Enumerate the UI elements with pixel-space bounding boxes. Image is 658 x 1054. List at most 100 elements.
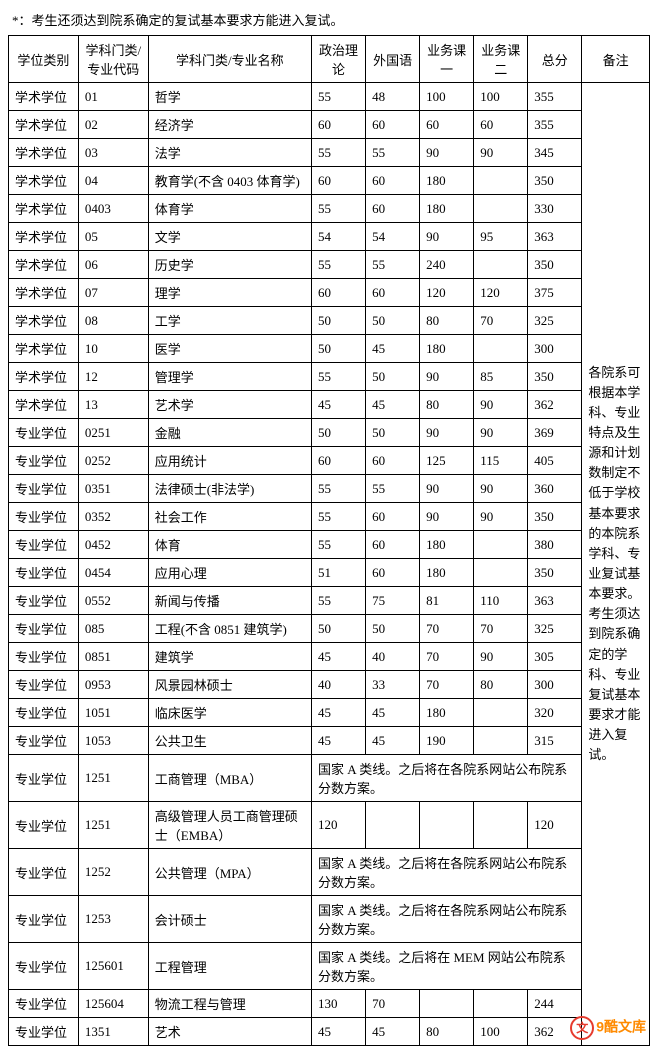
cell-s4: 90 — [474, 643, 528, 671]
th-s4: 业务课二 — [474, 36, 528, 83]
cell-s2: 45 — [366, 727, 420, 755]
th-s3: 业务课一 — [420, 36, 474, 83]
cell-degree: 专业学位 — [9, 531, 79, 559]
cell-s1: 60 — [312, 279, 366, 307]
cell-s1: 55 — [312, 503, 366, 531]
cell-s1: 55 — [312, 475, 366, 503]
cell-s4: 90 — [474, 475, 528, 503]
table-row: 专业学位0351法律硕士(非法学)55559090360 — [9, 475, 650, 503]
cell-code: 0452 — [78, 531, 148, 559]
cell-s4 — [474, 167, 528, 195]
cell-s3: 81 — [420, 587, 474, 615]
cell-total: 325 — [528, 307, 582, 335]
cell-s4: 70 — [474, 615, 528, 643]
cell-degree: 专业学位 — [9, 849, 79, 896]
cell-s1: 51 — [312, 559, 366, 587]
cell-s1: 50 — [312, 615, 366, 643]
cell-code: 0851 — [78, 643, 148, 671]
cell-degree: 学术学位 — [9, 167, 79, 195]
cell-s2: 45 — [366, 699, 420, 727]
cell-degree: 学术学位 — [9, 251, 79, 279]
cell-s4 — [474, 195, 528, 223]
cell-name: 新闻与传播 — [148, 587, 311, 615]
cell-degree: 学术学位 — [9, 195, 79, 223]
cell-degree: 专业学位 — [9, 419, 79, 447]
table-row: 学术学位08工学50508070325 — [9, 307, 650, 335]
cell-s3: 90 — [420, 139, 474, 167]
table-row: 学术学位02经济学60606060355 — [9, 111, 650, 139]
cell-name: 经济学 — [148, 111, 311, 139]
table-row: 学术学位01哲学5548100100355各院系可根据本学科、专业特点及生源和计… — [9, 83, 650, 111]
cell-name: 公共卫生 — [148, 727, 311, 755]
cell-name: 金融 — [148, 419, 311, 447]
table-row: 专业学位1251工商管理（MBA）国家 A 类线。之后将在各院系网站公布院系分数… — [9, 755, 650, 802]
cell-merged-note: 国家 A 类线。之后将在 MEM 网站公布院系分数方案。 — [312, 943, 582, 990]
cell-code: 1051 — [78, 699, 148, 727]
table-row: 专业学位1252公共管理（MPA）国家 A 类线。之后将在各院系网站公布院系分数… — [9, 849, 650, 896]
cell-s4: 115 — [474, 447, 528, 475]
cell-total: 305 — [528, 643, 582, 671]
cell-code: 12 — [78, 363, 148, 391]
cell-code: 07 — [78, 279, 148, 307]
cell-degree: 学术学位 — [9, 111, 79, 139]
cell-total: 345 — [528, 139, 582, 167]
cell-s4 — [474, 531, 528, 559]
cell-code: 1251 — [78, 755, 148, 802]
cell-s1: 60 — [312, 167, 366, 195]
cell-degree: 专业学位 — [9, 587, 79, 615]
cell-total: 300 — [528, 335, 582, 363]
table-header-row: 学位类别 学科门类/ 专业代码 学科门类/专业名称 政治理论 外国语 业务课一 … — [9, 36, 650, 83]
cell-s1: 45 — [312, 391, 366, 419]
cell-s2: 54 — [366, 223, 420, 251]
table-row: 专业学位0252应用统计6060125115405 — [9, 447, 650, 475]
cell-code: 085 — [78, 615, 148, 643]
cell-code: 0403 — [78, 195, 148, 223]
cell-degree: 学术学位 — [9, 139, 79, 167]
cell-s3: 90 — [420, 223, 474, 251]
table-row: 学术学位03法学55559090345 — [9, 139, 650, 167]
cell-s2: 60 — [366, 279, 420, 307]
cell-s2: 45 — [366, 391, 420, 419]
cell-name: 工商管理（MBA） — [148, 755, 311, 802]
cell-s4 — [474, 990, 528, 1018]
table-row: 学术学位07理学6060120120375 — [9, 279, 650, 307]
th-s1: 政治理论 — [312, 36, 366, 83]
cell-total: 375 — [528, 279, 582, 307]
cell-total: 120 — [528, 802, 582, 849]
cell-total: 350 — [528, 503, 582, 531]
th-code: 学科门类/ 专业代码 — [78, 36, 148, 83]
cell-name: 工程(不含 0851 建筑学) — [148, 615, 311, 643]
table-row: 专业学位0452体育5560180380 — [9, 531, 650, 559]
cell-name: 社会工作 — [148, 503, 311, 531]
cell-degree: 专业学位 — [9, 671, 79, 699]
cell-s2: 60 — [366, 167, 420, 195]
cell-s2: 75 — [366, 587, 420, 615]
cell-degree: 学术学位 — [9, 223, 79, 251]
table-row: 专业学位0251金融50509090369 — [9, 419, 650, 447]
cell-name: 工学 — [148, 307, 311, 335]
score-table: 学位类别 学科门类/ 专业代码 学科门类/专业名称 政治理论 外国语 业务课一 … — [8, 35, 650, 1046]
cell-s3: 60 — [420, 111, 474, 139]
cell-s2: 45 — [366, 335, 420, 363]
table-row: 学术学位12管理学55509085350 — [9, 363, 650, 391]
cell-s1: 55 — [312, 83, 366, 111]
table-row: 专业学位085工程(不含 0851 建筑学)50507070325 — [9, 615, 650, 643]
cell-s3: 80 — [420, 307, 474, 335]
cell-s3: 180 — [420, 195, 474, 223]
cell-s1: 50 — [312, 419, 366, 447]
cell-s2: 60 — [366, 531, 420, 559]
cell-s2: 50 — [366, 363, 420, 391]
cell-s1: 55 — [312, 251, 366, 279]
cell-s3: 120 — [420, 279, 474, 307]
cell-s2 — [366, 802, 420, 849]
cell-total: 362 — [528, 391, 582, 419]
cell-name: 艺术学 — [148, 391, 311, 419]
cell-code: 08 — [78, 307, 148, 335]
table-row: 学术学位06历史学5555240350 — [9, 251, 650, 279]
cell-merged-note: 国家 A 类线。之后将在各院系网站公布院系分数方案。 — [312, 849, 582, 896]
cell-total: 369 — [528, 419, 582, 447]
cell-degree: 专业学位 — [9, 699, 79, 727]
cell-s1: 45 — [312, 699, 366, 727]
cell-name: 体育学 — [148, 195, 311, 223]
cell-s2: 50 — [366, 615, 420, 643]
